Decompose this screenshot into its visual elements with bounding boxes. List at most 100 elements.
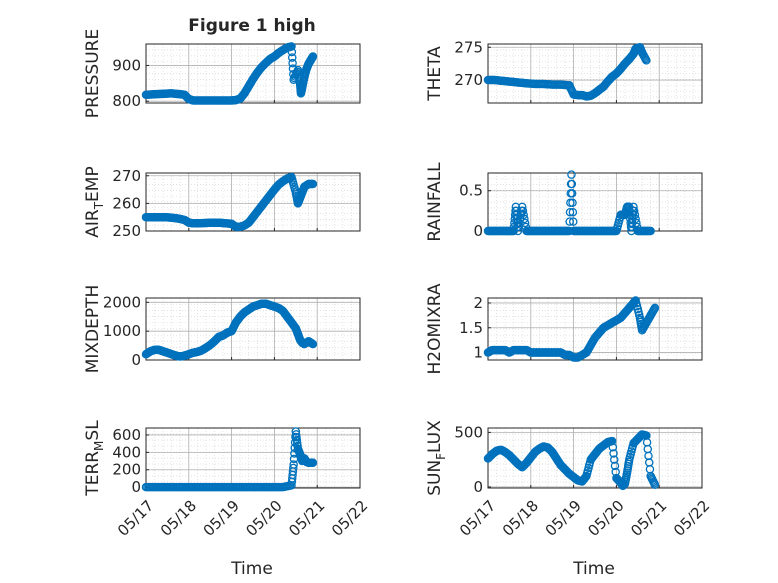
data-point [629, 206, 639, 216]
data-point [644, 458, 654, 467]
data-point [631, 214, 640, 224]
y-axis-label: THETA [425, 46, 445, 102]
x-tick-label: 05/18 [157, 497, 200, 540]
y-tick-label: 600 [112, 426, 141, 444]
figure-title: Figure 1 high [188, 16, 316, 36]
data-point [565, 207, 575, 217]
x-tick-label: 05/22 [670, 497, 713, 540]
data-point [287, 53, 297, 62]
data-point [565, 217, 574, 226]
data-point [610, 455, 619, 464]
panel-air-temp: 250 260 270 AIRTEMP [83, 166, 361, 240]
y-tick-label: 0 [473, 222, 483, 240]
data-point [630, 210, 640, 220]
x-tick-label: 05/20 [584, 497, 627, 540]
data-point [567, 170, 576, 179]
x-tick-label: 05/19 [542, 497, 585, 540]
data-point [645, 226, 655, 236]
data-point [568, 198, 577, 208]
y-tick-label: 250 [112, 222, 141, 240]
data-point [515, 218, 524, 228]
panel-sun-flux: 0 500 05/17 05/18 05/19 05/20 05/21 05/22 SUNFLU… [425, 420, 713, 540]
data-point [567, 189, 577, 198]
y-axis-label: RAINFALL [425, 162, 445, 242]
data-point [308, 458, 317, 468]
data-point [622, 470, 631, 479]
y-axis-label: AIRTEMP [83, 166, 106, 237]
data-point [568, 217, 578, 226]
subplot-grid: 800 900 PRESSURE 270 275 THETA 250 260 270 AIRTEM… [83, 29, 713, 540]
data-point [567, 179, 577, 189]
y-axis-label: MIXDEPTH [83, 285, 103, 374]
data-point [568, 207, 578, 217]
y-axis-label: SUNFLUX [425, 420, 448, 496]
y-axis-label: PRESSURE [83, 29, 103, 118]
y-tick-label: 270 [454, 71, 483, 89]
panel-rainfall: 0 0.5 RAINFALL [425, 162, 703, 242]
axes-box [145, 427, 361, 489]
data-point [645, 465, 655, 474]
axes-box [145, 297, 361, 361]
y-axis-label: H2OMIXRA [425, 283, 445, 374]
axes-box [487, 297, 703, 361]
y-tick-label: 275 [454, 38, 483, 56]
y-tick-label: 0.5 [459, 182, 483, 200]
data-point [288, 58, 297, 68]
axes-box [487, 43, 703, 104]
data-point [520, 218, 530, 228]
data-point [520, 214, 529, 224]
y-tick-label: 1000 [103, 322, 141, 340]
data-point [609, 449, 618, 458]
panel-pressure: 800 900 PRESSURE [83, 29, 361, 118]
y-tick-label: 400 [112, 443, 141, 461]
data-point [649, 479, 659, 488]
data-point [289, 463, 298, 473]
data-point [292, 433, 301, 442]
data-point [292, 435, 302, 445]
data-point [291, 430, 301, 439]
y-tick-label: 800 [112, 92, 141, 110]
y-tick-label: 0 [131, 351, 141, 369]
x-tick-label: 05/21 [627, 497, 670, 540]
data-point [608, 443, 618, 452]
y-axis-label: TERRMSL [83, 420, 106, 497]
x-axis-label-left: Time [230, 559, 273, 579]
x-tick-label: 05/17 [456, 497, 499, 540]
data-point [649, 304, 659, 314]
data-point [308, 52, 317, 62]
data-point [624, 457, 634, 467]
x-tick-label: 05/19 [200, 497, 243, 540]
data-point [286, 42, 296, 51]
y-tick-label: 900 [112, 56, 141, 74]
data-point [511, 202, 521, 212]
x-tick-label: 05/18 [499, 497, 542, 540]
data-point [610, 461, 620, 471]
x-axis-label-right: Time [572, 559, 615, 579]
y-tick-label: 500 [454, 423, 483, 441]
data-point [644, 451, 653, 461]
data-point [641, 54, 650, 64]
panel-theta: 270 275 THETA [425, 38, 703, 104]
x-tick-label: 05/17 [114, 497, 157, 540]
x-tick-label: 05/20 [242, 497, 285, 540]
data-point [307, 339, 317, 348]
y-tick-label: 2000 [103, 293, 141, 311]
data-point [258, 62, 267, 71]
data-point [517, 202, 527, 212]
y-tick-label: 1 [473, 344, 483, 362]
y-tick-label: 0 [131, 478, 141, 496]
data-point [307, 179, 317, 189]
data-point [519, 210, 528, 220]
data-point [287, 47, 297, 57]
data-point [632, 218, 641, 228]
data-point [291, 427, 301, 436]
axes-box [145, 43, 361, 104]
y-tick-label: 2 [473, 294, 483, 312]
data-point [518, 206, 528, 216]
y-tick-label: 1.5 [459, 319, 483, 337]
y-tick-label: 0 [473, 478, 483, 496]
data-point [288, 467, 298, 476]
